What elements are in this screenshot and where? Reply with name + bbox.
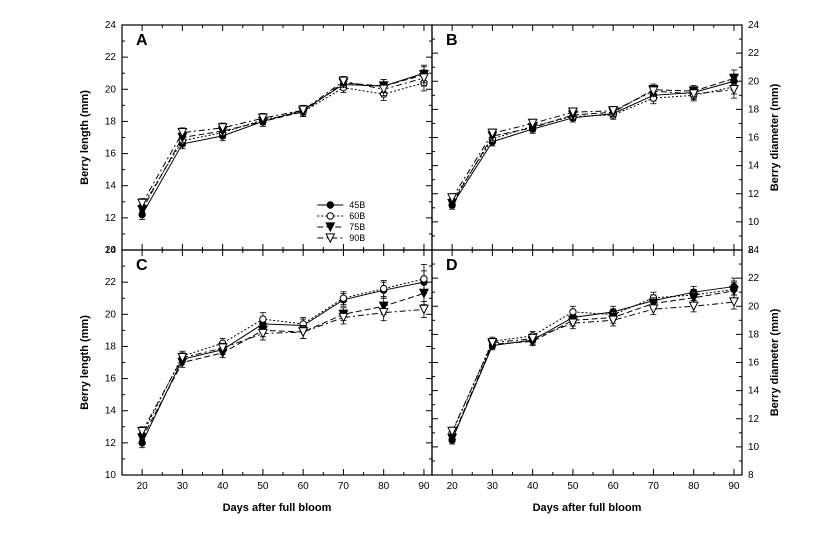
x-tick-label: 60: [298, 481, 310, 492]
figure-root: 1012141618202224Berry length (mm)A45B60B…: [0, 0, 822, 542]
x-tick-label: 30: [177, 481, 189, 492]
y-tick-label: 8: [748, 470, 754, 481]
legend-label: 90B: [349, 233, 365, 243]
legend-label: 60B: [349, 211, 365, 221]
x-tick-label: 50: [257, 481, 269, 492]
y-tick-label: 12: [748, 414, 760, 425]
x-tick-label: 90: [418, 481, 430, 492]
y-tick-label: 16: [748, 358, 760, 369]
y-tick-label: 22: [748, 273, 760, 284]
x-tick-label: 90: [728, 481, 740, 492]
panel-label: B: [446, 32, 458, 49]
y-tick-label: 24: [748, 20, 760, 31]
panel-label: D: [446, 257, 458, 274]
y-tick-label: 10: [748, 442, 760, 453]
y-tick-label: 14: [748, 386, 760, 397]
y-tick-label: 24: [105, 20, 117, 31]
x-tick-label: 70: [648, 481, 660, 492]
y-tick-label: 16: [748, 133, 760, 144]
y-tick-label: 12: [105, 438, 117, 449]
chart-svg: 1012141618202224Berry length (mm)A45B60B…: [0, 0, 822, 542]
y-tick-label: 18: [748, 329, 760, 340]
y-tick-label: 12: [105, 213, 117, 224]
y-tick-label: 22: [105, 277, 117, 288]
legend-label: 45B: [349, 200, 365, 210]
y-axis-title: Berry length (mm): [79, 90, 91, 185]
y-tick-label: 18: [105, 341, 117, 352]
y-tick-label: 20: [105, 84, 117, 95]
x-tick-label: 80: [378, 481, 390, 492]
y-tick-label: 14: [105, 181, 117, 192]
y-axis-title: Berry diameter (mm): [769, 83, 781, 191]
y-tick-label: 18: [748, 104, 760, 115]
y-tick-label: 22: [748, 48, 760, 59]
x-tick-label: 20: [137, 481, 149, 492]
y-tick-label: 10: [748, 217, 760, 228]
x-tick-label: 50: [567, 481, 579, 492]
x-axis-title: Days after full bloom: [533, 502, 642, 514]
x-tick-label: 60: [608, 481, 620, 492]
y-tick-label: 14: [748, 161, 760, 172]
x-tick-label: 20: [447, 481, 459, 492]
y-tick-label: 20: [748, 76, 760, 87]
y-axis-title: Berry diameter (mm): [769, 308, 781, 416]
x-tick-label: 40: [217, 481, 229, 492]
panel-label: A: [136, 32, 148, 49]
y-tick-label: 24: [105, 245, 117, 256]
y-tick-label: 20: [748, 301, 760, 312]
y-tick-label: 20: [105, 309, 117, 320]
y-tick-label: 10: [105, 470, 117, 481]
y-tick-label: 12: [748, 189, 760, 200]
x-tick-label: 70: [338, 481, 350, 492]
x-tick-label: 40: [527, 481, 539, 492]
y-tick-label: 18: [105, 116, 117, 127]
x-tick-label: 30: [487, 481, 499, 492]
y-tick-label: 24: [748, 245, 760, 256]
y-tick-label: 16: [105, 374, 117, 385]
y-tick-label: 14: [105, 406, 117, 417]
x-axis-title: Days after full bloom: [223, 502, 332, 514]
x-tick-label: 80: [688, 481, 700, 492]
panel-label: C: [136, 257, 148, 274]
y-axis-title: Berry length (mm): [79, 315, 91, 410]
legend-label: 75B: [349, 222, 365, 232]
y-tick-label: 22: [105, 52, 117, 63]
y-tick-label: 16: [105, 149, 117, 160]
